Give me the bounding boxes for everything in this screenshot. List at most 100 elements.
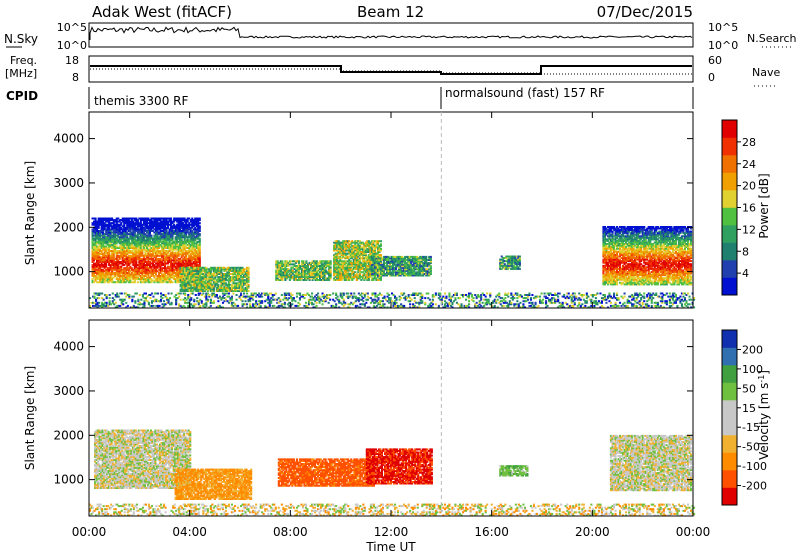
heatmap-cell bbox=[154, 222, 157, 225]
heatmap-cell bbox=[229, 266, 232, 269]
heatmap-cell bbox=[195, 217, 198, 220]
heatmap-cell bbox=[198, 253, 201, 256]
heatmap-cell bbox=[112, 251, 115, 254]
heatmap-cell bbox=[238, 286, 241, 289]
heatmap-cell bbox=[135, 223, 138, 226]
heatmap-cell bbox=[194, 274, 197, 277]
heatmap-cell bbox=[162, 243, 165, 246]
heatmap-cell bbox=[177, 279, 180, 282]
heatmap-cell bbox=[159, 226, 162, 229]
heatmap-cell bbox=[93, 268, 96, 271]
heatmap-cell bbox=[120, 248, 123, 251]
heatmap-cell bbox=[194, 268, 197, 271]
heatmap-cell bbox=[129, 217, 132, 220]
heatmap-cell bbox=[112, 254, 115, 257]
heatmap-cell bbox=[112, 248, 115, 251]
heatmap-cell bbox=[186, 231, 189, 234]
heatmap-cell bbox=[215, 269, 218, 272]
heatmap-cell bbox=[174, 219, 177, 222]
heatmap-cell bbox=[142, 261, 145, 263]
heatmap-cell bbox=[176, 226, 179, 229]
heatmap-cell bbox=[206, 288, 209, 291]
heatmap-cell bbox=[144, 278, 147, 281]
heatmap-cell bbox=[108, 239, 111, 242]
heatmap-cell bbox=[100, 234, 103, 237]
heatmap-cell bbox=[111, 226, 114, 229]
heatmap-cell bbox=[153, 231, 156, 234]
heatmap-cell bbox=[91, 222, 94, 225]
heatmap-cell bbox=[191, 280, 194, 283]
heatmap-cell bbox=[154, 219, 157, 222]
heatmap-cell bbox=[209, 285, 212, 288]
heatmap-cell bbox=[142, 226, 145, 229]
heatmap-cell bbox=[109, 271, 112, 274]
heatmap-cell bbox=[141, 223, 144, 226]
heatmap-cell bbox=[230, 283, 233, 286]
heatmap-cell bbox=[121, 231, 124, 234]
heatmap-cell bbox=[96, 247, 99, 249]
heatmap-cell bbox=[147, 254, 150, 257]
heatmap-cell bbox=[91, 223, 94, 226]
heatmap-cell bbox=[97, 222, 100, 225]
heatmap-cell bbox=[209, 280, 212, 283]
heatmap-cell bbox=[138, 256, 141, 259]
noise-tick-top-right: 10^5 bbox=[708, 21, 738, 34]
heatmap-cell bbox=[136, 237, 139, 240]
heatmap-cell bbox=[151, 226, 154, 229]
heatmap-cell bbox=[132, 223, 135, 226]
heatmap-cell bbox=[96, 245, 99, 248]
heatmap-cell bbox=[174, 281, 177, 284]
heatmap-cell bbox=[198, 234, 201, 237]
heatmap-cell bbox=[223, 277, 226, 280]
heatmap-cell bbox=[218, 277, 221, 280]
heatmap-cell bbox=[223, 274, 226, 277]
heatmap-cell bbox=[161, 264, 164, 267]
heatmap-cell bbox=[227, 274, 230, 277]
heatmap-cell bbox=[197, 269, 200, 272]
heatmap-cell bbox=[202, 282, 205, 285]
heatmap-cell bbox=[105, 279, 108, 282]
heatmap-cell bbox=[190, 290, 193, 292]
heatmap-cell bbox=[121, 259, 124, 262]
heatmap-cell bbox=[202, 277, 205, 280]
heatmap-cell bbox=[165, 271, 168, 274]
heatmap-cell bbox=[141, 257, 144, 260]
heatmap-cell bbox=[111, 236, 114, 239]
heatmap-cell bbox=[148, 281, 151, 284]
heatmap-cell bbox=[123, 281, 126, 284]
heatmap-cell bbox=[212, 274, 215, 277]
heatmap-cell bbox=[93, 271, 96, 274]
heatmap-cell bbox=[100, 278, 103, 281]
heatmap-cell bbox=[121, 230, 124, 232]
heatmap-cell bbox=[103, 270, 106, 273]
heatmap-cell bbox=[176, 270, 179, 273]
heatmap-cell bbox=[120, 231, 123, 234]
heatmap-cell bbox=[96, 234, 99, 237]
heatmap-cell bbox=[221, 282, 224, 285]
heatmap-cell bbox=[224, 268, 227, 271]
heatmap-cell bbox=[142, 248, 145, 251]
heatmap-cell bbox=[156, 242, 159, 245]
heatmap-cell bbox=[199, 269, 202, 272]
heatmap-cell bbox=[105, 275, 108, 277]
heatmap-cell bbox=[162, 240, 165, 243]
heatmap-cell bbox=[171, 222, 174, 225]
heatmap-cell bbox=[202, 283, 205, 286]
heatmap-cell bbox=[224, 277, 227, 280]
heatmap-cell bbox=[148, 237, 151, 240]
heatmap-cell bbox=[177, 271, 180, 274]
heatmap-cell bbox=[108, 228, 111, 231]
heatmap-cell bbox=[151, 222, 154, 225]
heatmap-cell bbox=[114, 257, 117, 260]
heatmap-cell bbox=[182, 242, 185, 245]
heatmap-cell bbox=[127, 247, 130, 249]
heatmap-cell bbox=[170, 217, 173, 220]
heatmap-cell bbox=[144, 233, 147, 236]
heatmap-cell bbox=[91, 242, 94, 245]
heatmap-cell bbox=[97, 226, 100, 229]
heatmap-cell bbox=[203, 276, 206, 279]
heatmap-cell bbox=[168, 257, 171, 260]
heatmap-cell bbox=[173, 257, 176, 260]
heatmap-cell bbox=[243, 282, 246, 285]
heatmap-cell bbox=[159, 271, 162, 274]
